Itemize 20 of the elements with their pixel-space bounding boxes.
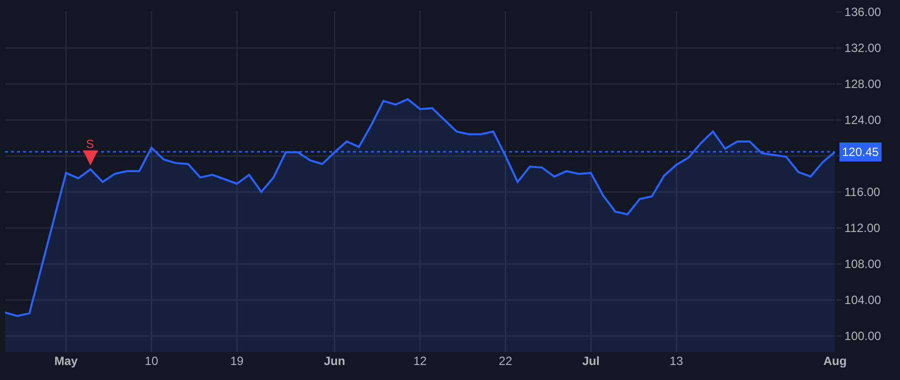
y-tick-label: 136.00 (844, 5, 882, 20)
ref-line-label: 120.45 (842, 145, 880, 159)
y-tick-label: 132.00 (844, 41, 882, 56)
x-tick-label: Aug (823, 354, 847, 368)
y-tick-label: 108.00 (844, 257, 882, 272)
y-tick-label: 128.00 (844, 77, 882, 92)
y-tick-label: 124.00 (844, 113, 882, 128)
x-tick-label: 13 (670, 354, 684, 368)
x-tick-label: Jun (324, 354, 346, 368)
y-tick-label: 116.00 (844, 185, 881, 200)
y-tick-label: 100.00 (844, 329, 882, 343)
annotation: S (86, 137, 94, 151)
x-tick-label: 19 (230, 354, 244, 368)
x-tick-label: Jul (582, 354, 600, 368)
x-tick-label: 10 (144, 354, 158, 368)
x-tick-label: May (54, 354, 78, 368)
x-tick-label: 12 (413, 354, 427, 368)
y-tick-label: 104.00 (844, 293, 882, 308)
y-tick-label: 112.00 (844, 221, 881, 236)
x-tick-label: 22 (498, 354, 512, 368)
